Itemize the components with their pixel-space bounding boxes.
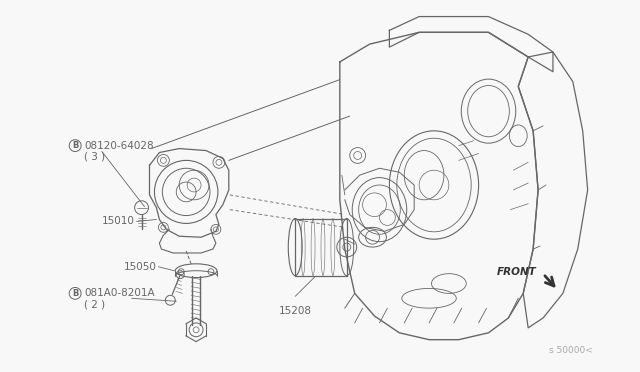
Text: FRONT: FRONT — [497, 267, 536, 277]
Text: 15010: 15010 — [102, 217, 134, 227]
Text: 08120-64028: 08120-64028 — [84, 141, 154, 151]
Text: 15050: 15050 — [124, 262, 156, 272]
Text: ( 2 ): ( 2 ) — [84, 299, 105, 309]
Text: 15208: 15208 — [278, 306, 312, 316]
Text: 081A0-8201A: 081A0-8201A — [84, 288, 155, 298]
Text: s 50000<: s 50000< — [548, 346, 593, 355]
Text: B: B — [72, 141, 78, 150]
Text: B: B — [72, 289, 78, 298]
Text: ( 3 ): ( 3 ) — [84, 151, 105, 161]
